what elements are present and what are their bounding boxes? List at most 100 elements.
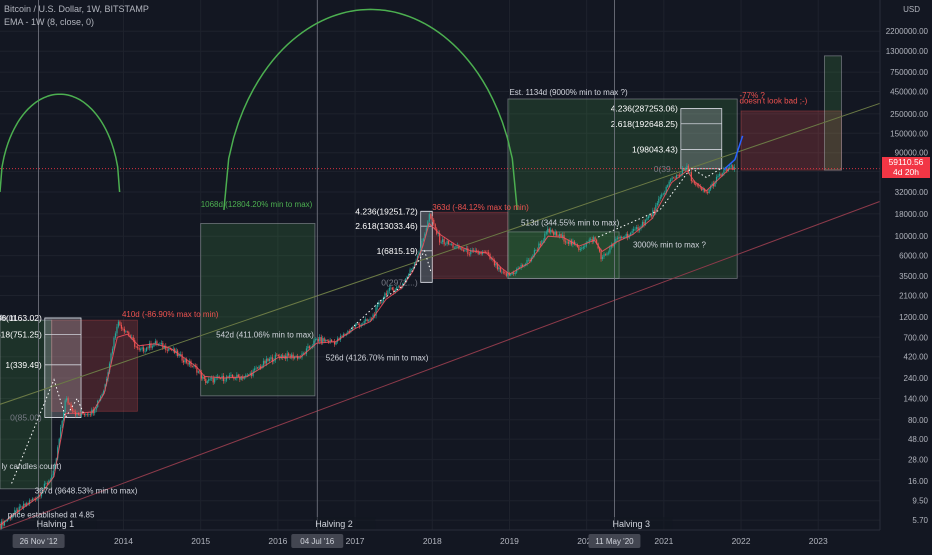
candle-body: [233, 377, 235, 379]
candle-body: [496, 263, 499, 270]
candle-body: [476, 250, 478, 252]
candle-body: [265, 358, 268, 364]
candle-body: [295, 356, 297, 357]
candle-body: [557, 235, 559, 237]
candle-body: [529, 259, 531, 262]
bar-countdown: 4d 20h: [893, 167, 919, 177]
candle-body: [182, 360, 185, 363]
candle-body: [331, 339, 333, 342]
last-price-badge: 59110.56 4d 20h: [882, 157, 930, 178]
candle-body: [431, 218, 433, 220]
candle-body: [381, 301, 383, 303]
candle-body: [193, 365, 195, 367]
price-axis-label: 3500.00: [899, 272, 928, 281]
price-axis-label: 80.00: [908, 416, 929, 425]
price-axis-label: 1200.00: [899, 313, 928, 322]
candle-body: [596, 239, 598, 244]
fib-level-label: 1(98043.43): [632, 144, 678, 154]
candle-body: [224, 380, 226, 382]
candle-body: [219, 378, 222, 379]
candle-body: [120, 324, 122, 329]
candle-body: [458, 245, 460, 249]
candle-body: [234, 378, 236, 379]
time-axis-date-tag-bg: [291, 534, 344, 548]
candle-body: [88, 414, 90, 415]
candle-body: [646, 218, 648, 220]
candle-body: [3, 521, 6, 526]
candle-body: [393, 289, 395, 293]
candle-body: [114, 333, 117, 338]
price-axis-bg: [880, 0, 932, 550]
candle-body: [588, 239, 590, 243]
candle-body: [316, 339, 318, 340]
candle-body: [320, 337, 322, 343]
candle-body: [49, 479, 51, 481]
candle-body: [197, 371, 199, 373]
candle-body: [277, 355, 279, 357]
candle-body: [66, 398, 68, 401]
candle-body: [668, 181, 670, 186]
candle-body: [483, 251, 485, 253]
green-measure-box: [507, 98, 738, 279]
candle-body: [291, 354, 293, 358]
candle-body: [342, 334, 345, 337]
halving-label: Halving 1: [37, 519, 75, 529]
candle-body: [681, 168, 684, 174]
indicator-legend[interactable]: EMA - 1W (8, close, 0): [4, 17, 95, 27]
measure-label: -77% ?: [740, 91, 766, 100]
candle-body: [424, 233, 426, 239]
price-axis-label: 450000.00: [890, 88, 928, 97]
candle-body: [123, 328, 125, 332]
price-axis-label: 10000.00: [895, 232, 929, 241]
candle-body: [558, 234, 561, 237]
candle-body: [536, 249, 538, 251]
candle-body: [427, 221, 429, 229]
candle-body: [267, 358, 269, 361]
candle-body: [359, 324, 361, 327]
candle-body: [501, 271, 503, 273]
candle-body: [507, 272, 509, 276]
candle-body: [117, 321, 120, 327]
halving-label: Halving 3: [612, 519, 650, 529]
candle-body: [656, 202, 658, 206]
candle-body: [225, 376, 228, 381]
candle-body: [618, 237, 620, 239]
candle-body: [516, 268, 518, 273]
price-axis-label: 140.00: [904, 394, 929, 403]
candle-body: [707, 192, 709, 193]
red-measure-box: [431, 211, 509, 279]
candle-body: [684, 168, 687, 171]
candle-body: [0, 525, 1, 529]
candle-body: [168, 348, 170, 351]
halving-label-bg: [610, 517, 673, 530]
candle-body: [726, 168, 728, 172]
candle-body: [89, 414, 91, 415]
symbol-title[interactable]: Bitcoin / U.S. Dollar, 1W, BITSTAMP: [4, 4, 149, 14]
candle-body: [567, 241, 570, 244]
price-axis-label: 18000.00: [895, 210, 929, 219]
fib-level-label: 4.236(19251.72): [355, 206, 418, 216]
fib-extension-box: [680, 108, 723, 170]
candle-body: [712, 183, 715, 187]
candle-body: [369, 318, 371, 321]
candle-body: [148, 343, 151, 349]
candle-body: [262, 360, 265, 366]
candle-body: [348, 331, 350, 333]
candle-body: [188, 361, 191, 365]
cycle-arc: [223, 8, 518, 210]
candle-body: [545, 232, 547, 234]
candle-body: [487, 252, 490, 254]
candle-body: [144, 351, 146, 352]
candle-body: [467, 248, 469, 255]
candle-body: [20, 506, 22, 508]
candle-body: [437, 233, 439, 234]
candle-body: [527, 259, 530, 261]
candle-body: [721, 173, 724, 176]
candle-body: [641, 221, 644, 227]
candle-body: [353, 327, 355, 328]
candle-body: [649, 214, 651, 217]
candle-body: [532, 255, 534, 258]
candle-body: [79, 414, 81, 416]
